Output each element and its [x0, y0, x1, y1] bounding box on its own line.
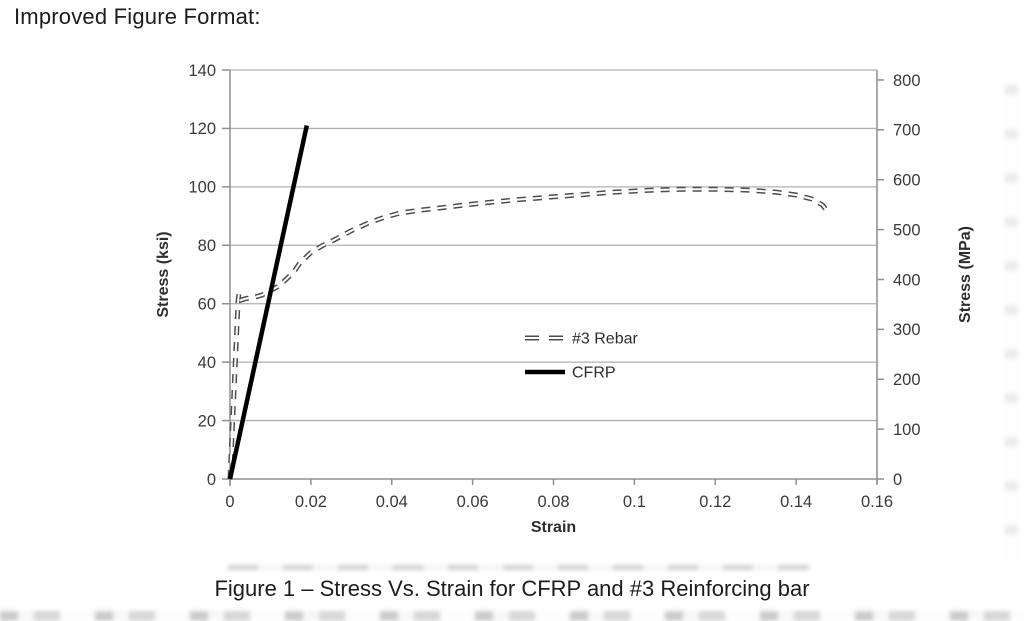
left-axis-title: Stress (ksi) [155, 231, 172, 317]
left-tick-label: 40 [198, 354, 216, 372]
legend: #3 Rebar CFRP [525, 331, 638, 382]
left-tick-label: 0 [207, 471, 216, 489]
x-axis-title: Strain [531, 519, 576, 536]
series [227, 125, 831, 480]
x-tick-label: 0 [225, 493, 234, 511]
rebar-curve-core [229, 188, 830, 480]
right-tick-label: 300 [893, 321, 921, 339]
x-tick-label: 0.14 [780, 493, 812, 511]
x-tick-label: 0.12 [699, 493, 731, 511]
rebar-curve [227, 186, 831, 480]
right-tick-label: 100 [893, 421, 921, 439]
x-tick-label: 0.1 [623, 493, 646, 511]
right-tick-label: 500 [893, 221, 921, 239]
cfrp-line [227, 125, 309, 480]
right-tick-label: 800 [893, 72, 921, 90]
x-axis-ticks: 0 0.02 0.04 0.06 0.08 0.1 0.12 0.14 0.16 [225, 479, 893, 511]
legend-label: #3 Rebar [572, 331, 638, 348]
right-tick-label: 200 [893, 371, 921, 389]
legend-item: #3 Rebar [525, 331, 638, 348]
right-tick-label: 0 [893, 471, 902, 489]
right-tick-label: 700 [893, 122, 921, 140]
x-tick-label: 0.02 [295, 493, 327, 511]
figure-caption: Figure 1 – Stress Vs. Strain for CFRP an… [214, 576, 810, 601]
right-axis-ticks: 0 100 200 300 400 500 600 700 800 [877, 72, 921, 489]
right-tick-label: 600 [893, 172, 921, 190]
x-tick-label: 0.16 [861, 493, 893, 511]
gridlines [230, 69, 877, 422]
legend-item: CFRP [525, 365, 616, 382]
right-tick-label: 400 [893, 271, 921, 289]
page-title: Improved Figure Format: [14, 4, 261, 29]
left-tick-label: 60 [198, 295, 216, 313]
left-tick-label: 80 [198, 237, 216, 255]
legend-label: CFRP [572, 365, 616, 382]
x-tick-label: 0.04 [376, 493, 408, 511]
left-tick-label: 20 [198, 412, 216, 430]
left-tick-label: 140 [188, 62, 216, 80]
left-tick-label: 100 [188, 179, 216, 197]
x-tick-label: 0.06 [457, 493, 489, 511]
right-axis-title: Stress (MPa) [957, 226, 974, 323]
axes [229, 70, 878, 486]
left-tick-label: 120 [188, 120, 216, 138]
left-axis-ticks: 0 20 40 60 80 100 120 140 [188, 62, 230, 489]
x-tick-label: 0.08 [537, 493, 569, 511]
